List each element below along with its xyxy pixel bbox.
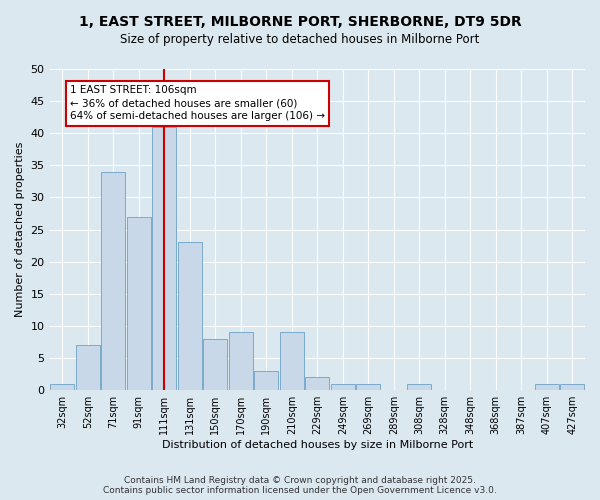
Bar — [535, 384, 559, 390]
Bar — [50, 384, 74, 390]
Bar — [331, 384, 355, 390]
Text: 1, EAST STREET, MILBORNE PORT, SHERBORNE, DT9 5DR: 1, EAST STREET, MILBORNE PORT, SHERBORNE… — [79, 15, 521, 29]
X-axis label: Distribution of detached houses by size in Milborne Port: Distribution of detached houses by size … — [161, 440, 473, 450]
Bar — [178, 242, 202, 390]
Y-axis label: Number of detached properties: Number of detached properties — [15, 142, 25, 318]
Bar — [280, 332, 304, 390]
Bar — [101, 172, 125, 390]
Bar — [203, 339, 227, 390]
Bar — [76, 345, 100, 390]
Text: 1 EAST STREET: 106sqm
← 36% of detached houses are smaller (60)
64% of semi-deta: 1 EAST STREET: 106sqm ← 36% of detached … — [70, 85, 325, 122]
Text: Size of property relative to detached houses in Milborne Port: Size of property relative to detached ho… — [121, 32, 479, 46]
Bar — [407, 384, 431, 390]
Bar — [254, 371, 278, 390]
Bar — [560, 384, 584, 390]
Bar — [356, 384, 380, 390]
Bar — [127, 217, 151, 390]
Bar — [152, 127, 176, 390]
Text: Contains HM Land Registry data © Crown copyright and database right 2025.
Contai: Contains HM Land Registry data © Crown c… — [103, 476, 497, 495]
Bar — [305, 378, 329, 390]
Bar — [229, 332, 253, 390]
